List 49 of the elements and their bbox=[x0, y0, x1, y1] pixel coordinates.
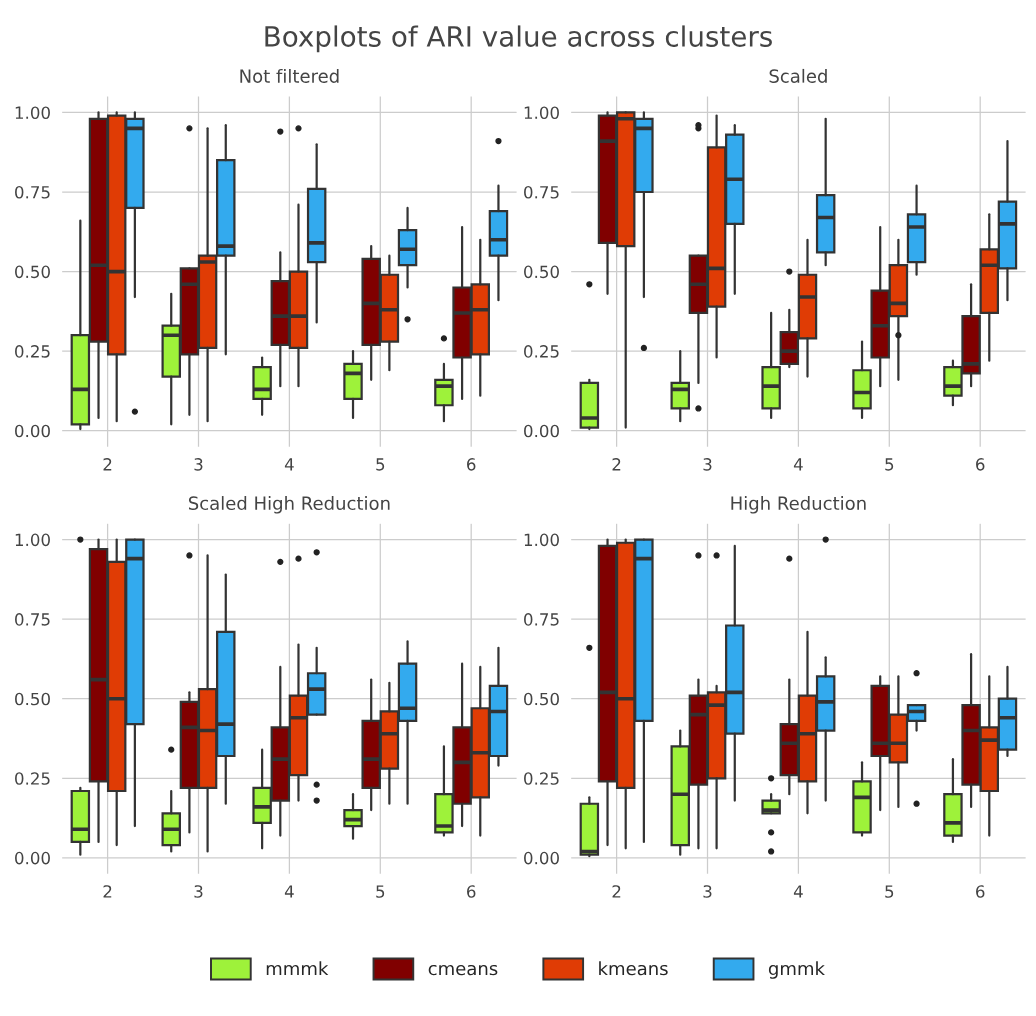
chart-title: High Reduction bbox=[731, 496, 866, 514]
y-tick-label: 0.75 bbox=[15, 613, 50, 626]
x-tick-label: 5 bbox=[885, 458, 894, 471]
y-tick-label: 0.25 bbox=[524, 772, 559, 785]
x-tick-label: 3 bbox=[194, 458, 203, 471]
y-tick-label: 1.00 bbox=[524, 533, 559, 547]
y-tick-label: 1.00 bbox=[15, 106, 50, 119]
legend-label: gmmk bbox=[768, 961, 825, 979]
y-tick-label: 0.50 bbox=[524, 265, 559, 279]
y-tick-label: 0.00 bbox=[15, 851, 50, 865]
y-tick-label: 0.25 bbox=[524, 345, 559, 358]
x-tick-label: 2 bbox=[612, 885, 621, 898]
x-tick-label: 3 bbox=[703, 885, 712, 898]
y-tick-label: 0.25 bbox=[15, 345, 50, 358]
x-tick-label: 2 bbox=[103, 885, 112, 898]
x-tick-label: 5 bbox=[885, 885, 894, 898]
x-tick-label: 3 bbox=[703, 458, 712, 471]
legend-label: mmmk bbox=[266, 961, 329, 976]
y-tick-label: 0.00 bbox=[15, 424, 50, 438]
x-tick-label: 2 bbox=[612, 458, 621, 471]
x-tick-label: 5 bbox=[376, 885, 385, 898]
x-tick-label: 6 bbox=[467, 885, 476, 898]
chart-title: Scaled bbox=[769, 68, 827, 83]
y-tick-label: 0.50 bbox=[15, 265, 50, 279]
x-tick-label: 4 bbox=[284, 885, 294, 898]
text: Boxplots of ARI value across clusters bbox=[265, 25, 772, 53]
x-tick-label: 4 bbox=[793, 458, 803, 471]
y-tick-label: 1.00 bbox=[524, 106, 559, 119]
legend-label: cmeans bbox=[428, 964, 498, 976]
y-tick-label: 0.00 bbox=[524, 851, 559, 865]
x-tick-label: 4 bbox=[284, 458, 294, 471]
x-tick-label: 6 bbox=[976, 885, 985, 898]
x-tick-label: 5 bbox=[376, 458, 385, 471]
y-tick-label: 0.75 bbox=[524, 185, 559, 199]
y-tick-label: 0.25 bbox=[15, 772, 50, 785]
y-tick-label: 0.75 bbox=[15, 185, 50, 199]
y-tick-label: 0.50 bbox=[524, 692, 559, 706]
y-tick-label: 1.00 bbox=[15, 533, 50, 547]
chart-title: Scaled High Reduction bbox=[188, 496, 390, 514]
x-tick-label: 6 bbox=[467, 458, 476, 471]
chart-title: Not filtered bbox=[240, 68, 339, 83]
y-tick-label: 0.75 bbox=[524, 613, 559, 626]
x-tick-label: 2 bbox=[103, 458, 112, 471]
y-tick-label: 0.50 bbox=[15, 692, 50, 706]
legend-label: kmeans bbox=[599, 961, 668, 976]
y-tick-label: 0.00 bbox=[524, 424, 559, 438]
x-tick-label: 4 bbox=[793, 885, 803, 898]
x-tick-label: 6 bbox=[976, 458, 985, 471]
x-tick-label: 3 bbox=[194, 885, 203, 898]
